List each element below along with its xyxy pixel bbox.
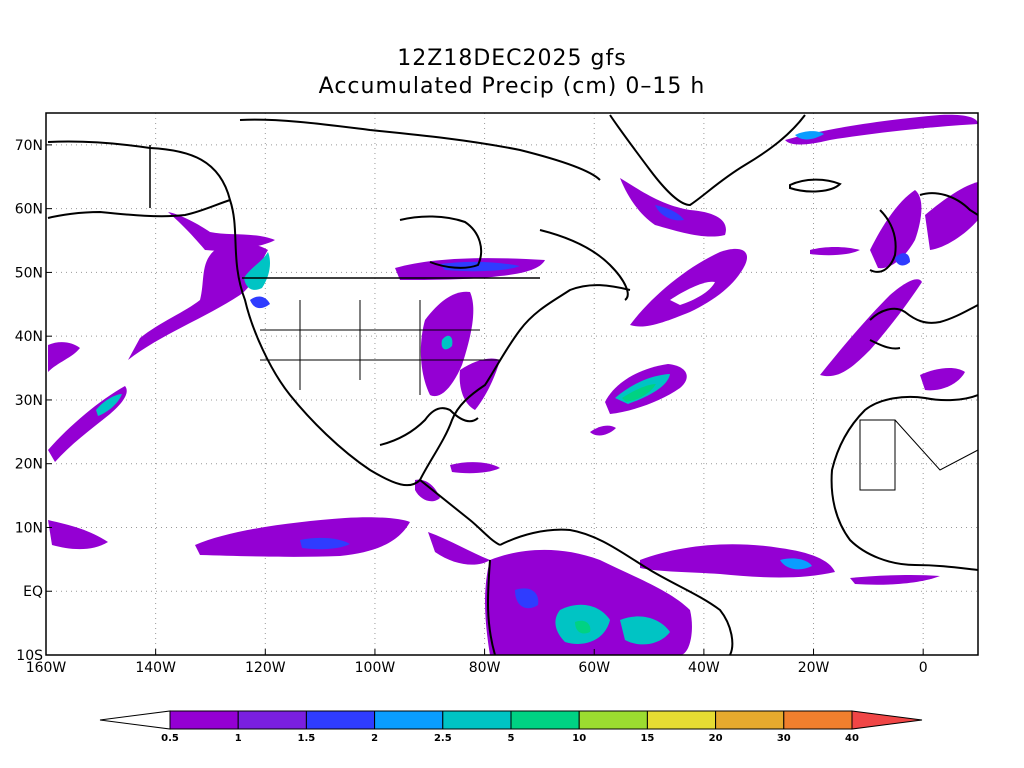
lon-label: 60W (578, 660, 610, 676)
lat-label: 10S (16, 648, 43, 664)
lon-label: 120W (245, 660, 286, 676)
colorbar-label: 15 (640, 733, 654, 744)
colorbar-segment (305, 710, 376, 730)
colorbar-low-arrow (99, 710, 171, 730)
colorbar-segment (237, 710, 307, 730)
gridlines (46, 113, 978, 655)
precip-western-europe (820, 279, 922, 377)
lat-label: 70N (15, 138, 43, 154)
colorbar-segment (715, 710, 785, 730)
lat-label: EQ (23, 584, 43, 600)
precip-mid-atlantic (630, 248, 748, 327)
colorbar-label: 2 (371, 733, 378, 744)
colorbar-label: 30 (777, 733, 791, 744)
colorbar-label: 10 (572, 733, 586, 744)
colorbar-label: 2.5 (434, 733, 452, 744)
colorbar-label: 1.5 (298, 733, 316, 744)
colorbar-segment (646, 710, 717, 730)
lat-label: 30N (15, 393, 43, 409)
lon-label: 40W (688, 660, 720, 676)
map-title-line2: Accumulated Precip (cm) 0–15 h (318, 74, 706, 99)
lat-label: 50N (15, 265, 43, 281)
colorbar-label: 1 (235, 733, 242, 744)
latitude-labels: 70N 60N 50N 40N 30N 20N 10N EQ 10S (15, 138, 52, 664)
longitude-labels: 160W 140W 120W 100W 80W 60W 40W 20W 0 (26, 649, 928, 676)
lon-label: 140W (135, 660, 176, 676)
colorbar-segment (783, 710, 853, 730)
lon-label: 80W (469, 660, 501, 676)
colorbar: 0.5 1 1.5 2 2.5 5 10 15 20 30 40 (99, 710, 923, 744)
precip-itcz-east-pacific (195, 517, 410, 557)
lon-label: 0 (919, 660, 928, 676)
colorbar-label: 0.5 (161, 733, 179, 744)
colorbar-label: 5 (508, 733, 515, 744)
colorbar-segment (374, 710, 444, 730)
colorbar-segment (169, 710, 239, 730)
lon-label: 100W (355, 660, 396, 676)
lat-label: 20N (15, 457, 43, 473)
plot-frame (45, 112, 979, 656)
colorbar-segment (578, 710, 648, 730)
lat-label: 60N (15, 202, 43, 218)
colorbar-high-arrow (851, 710, 923, 730)
lat-label: 10N (15, 520, 43, 536)
lon-label: 160W (26, 660, 67, 676)
lon-label: 20W (798, 660, 830, 676)
map-title-line1: 12Z18DEC2025 gfs (397, 46, 627, 71)
colorbar-segment (510, 710, 580, 730)
precip-pacific-nw-plume (128, 243, 268, 360)
colorbar-segment (442, 710, 512, 730)
colorbar-label: 20 (709, 733, 723, 744)
coastlines (47, 114, 978, 655)
colorbar-label: 40 (845, 733, 859, 744)
lat-label: 40N (15, 329, 43, 345)
